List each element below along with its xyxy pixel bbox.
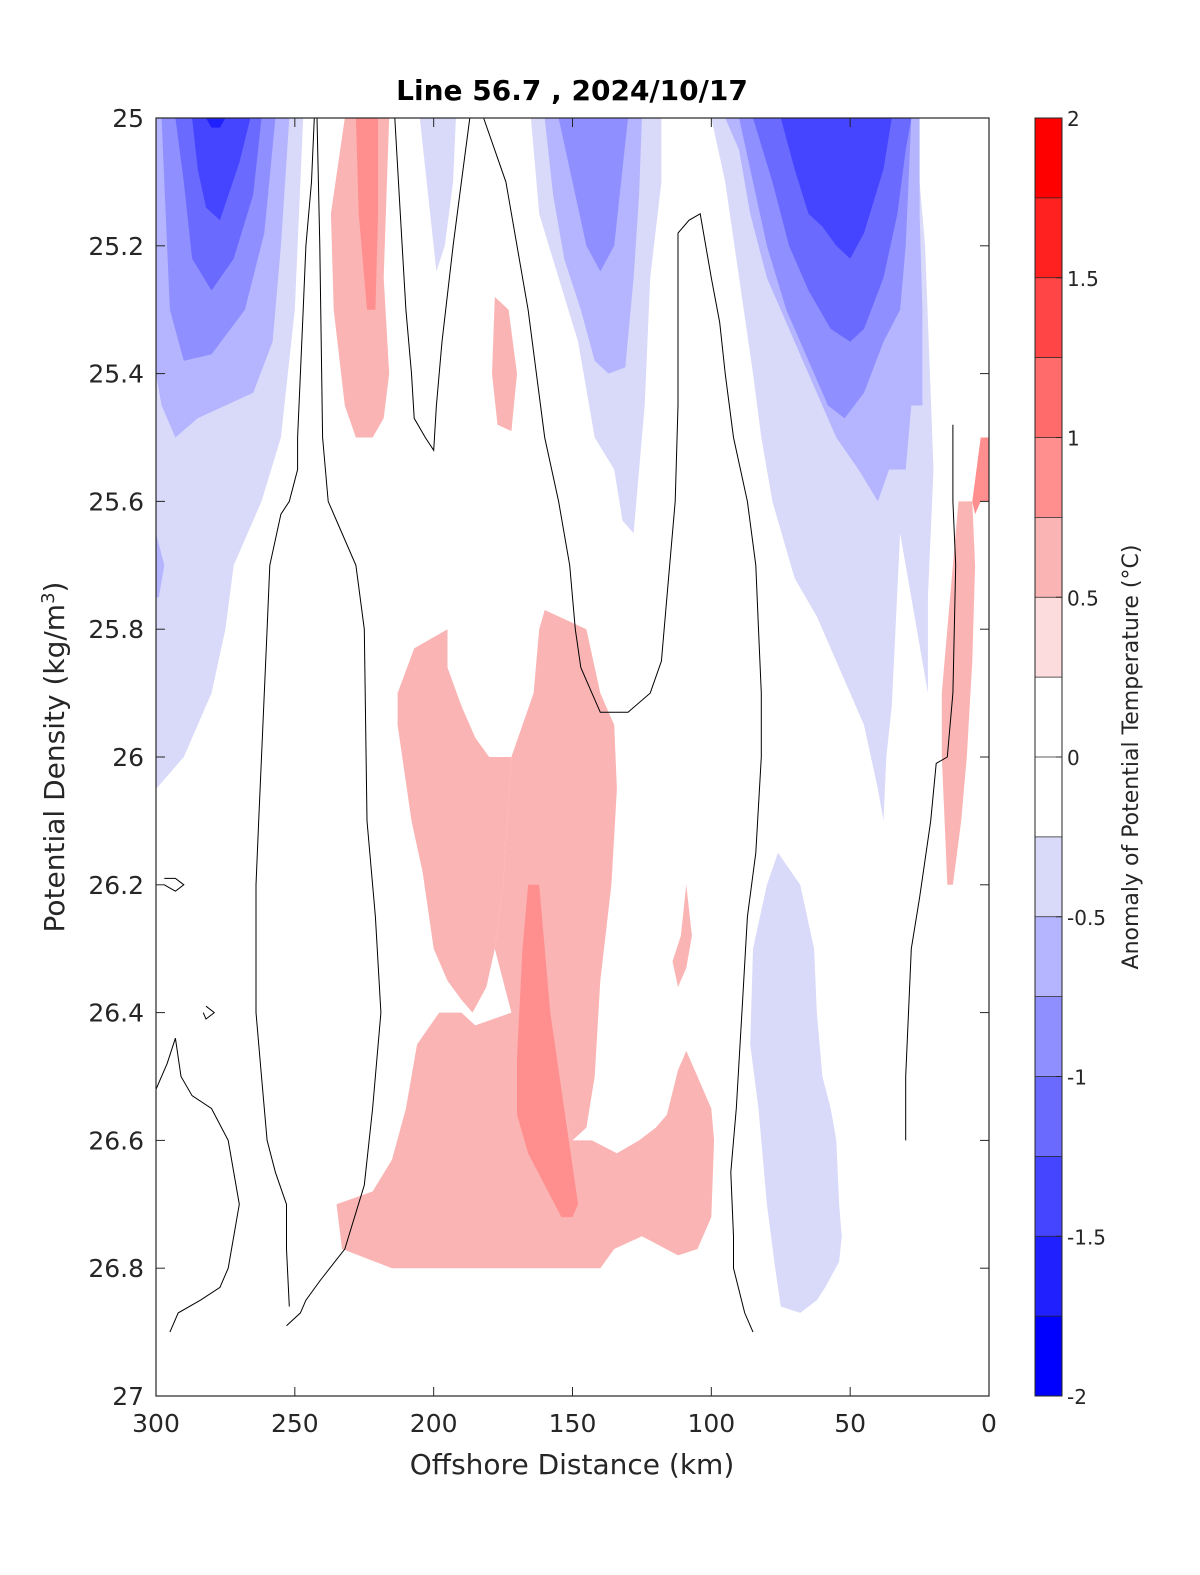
anomaly-region-h1 xyxy=(397,629,512,1013)
x-axis-label: Offshore Distance (km) xyxy=(410,1448,735,1481)
colorbar-tick-label: 0 xyxy=(1067,746,1080,770)
zero-contour-line-6 xyxy=(202,1005,216,1020)
colorbar-segment xyxy=(1035,1316,1062,1396)
anomaly-region-h4 xyxy=(517,884,579,1218)
x-tick-label: 0 xyxy=(981,1409,997,1438)
zero-contour-line-5 xyxy=(164,877,185,892)
x-tick-label: 100 xyxy=(687,1409,735,1438)
anomaly-region-j1 xyxy=(750,852,842,1313)
colorbar-tick-label: -2 xyxy=(1067,1385,1087,1409)
x-tick-label: 250 xyxy=(271,1409,319,1438)
colorbar-segment xyxy=(1035,1156,1062,1237)
anomaly-region-e3 xyxy=(558,118,628,272)
y-axis-label-suffix: ) xyxy=(38,582,71,593)
anomaly-region-a7 xyxy=(156,533,165,598)
colorbar-segment xyxy=(1035,277,1062,358)
anomaly-region-d1 xyxy=(492,296,517,432)
y-tick-label: 26.4 xyxy=(88,999,144,1028)
colorbar-segment xyxy=(1035,836,1062,917)
y-axis-label: Potential Density (kg/m3) xyxy=(38,582,72,933)
anomaly-region-a5 xyxy=(192,118,251,221)
colorbar-segment xyxy=(1035,1236,1062,1317)
anomaly-region-i1 xyxy=(672,884,692,987)
colorbar-segment xyxy=(1035,677,1062,757)
y-tick-label: 26.8 xyxy=(88,1254,144,1283)
anomaly-region-a6 xyxy=(206,118,226,128)
colorbar-segment xyxy=(1035,597,1062,678)
colorbar-tick-label: 1 xyxy=(1067,427,1080,451)
y-tick-label: 25.2 xyxy=(88,232,144,261)
zero-contour-line-8 xyxy=(905,424,957,1141)
colorbar-segment xyxy=(1035,1076,1062,1157)
y-tick-label: 26 xyxy=(112,743,144,772)
zero-contour-line-3 xyxy=(394,118,471,452)
x-tick-label: 150 xyxy=(549,1409,597,1438)
colorbar-tick-label: 2 xyxy=(1067,107,1080,131)
colorbar-segment xyxy=(1035,517,1062,598)
y-axis-label-sup: 3 xyxy=(38,592,59,603)
colorbar-tick-label: -1.5 xyxy=(1067,1225,1106,1249)
anomaly-region-c1 xyxy=(419,118,456,272)
y-tick-label: 25.4 xyxy=(88,360,144,389)
y-tick-label: 26.6 xyxy=(88,1126,144,1155)
colorbar-label: Anomaly of Potential Temperature (°C) xyxy=(1119,545,1144,970)
anomaly-region-g1 xyxy=(941,501,976,885)
anomaly-fill-layer xyxy=(156,118,989,1313)
colorbar-segment xyxy=(1035,916,1062,997)
colorbar-segment xyxy=(1035,996,1062,1077)
y-tick-label: 27 xyxy=(112,1382,144,1411)
y-tick-label: 25 xyxy=(112,104,144,133)
y-axis: 25 25.2 25.4 25.6 25.8 26 26.2 26.4 26.6 26.8 27 xyxy=(88,104,989,1411)
colorbar-tick-label: 0.5 xyxy=(1067,586,1099,610)
colorbar-segment xyxy=(1035,197,1062,278)
colorbar-tick-label: -1 xyxy=(1067,1066,1087,1090)
y-tick-label: 26.2 xyxy=(88,871,144,900)
colorbar-segment xyxy=(1035,757,1062,837)
anomaly-region-f5 xyxy=(780,118,892,259)
zero-contour-line-2 xyxy=(255,118,315,1307)
contour-lines-layer xyxy=(156,118,957,1333)
y-axis-label-prefix: Potential Density (kg/m xyxy=(38,604,71,933)
colorbar-tick-label: 1.5 xyxy=(1067,267,1099,291)
chart-title: Line 56.7 , 2024/10/17 xyxy=(396,74,748,107)
zero-contour-line-7 xyxy=(156,1038,240,1333)
x-tick-label: 200 xyxy=(410,1409,458,1438)
anomaly-region-b2 xyxy=(355,118,379,310)
colorbar-tick-label: -0.5 xyxy=(1067,906,1106,930)
zero-contour-line-4 xyxy=(483,118,762,1333)
colorbar: -2 -1.5 -1 -0.5 0 0.5 1 1.5 2 xyxy=(1034,107,1106,1409)
colorbar-segment xyxy=(1035,118,1062,198)
colorbar-segment xyxy=(1035,357,1062,438)
y-tick-label: 25.8 xyxy=(88,615,144,644)
x-axis: 300 250 200 150 100 50 0 xyxy=(132,118,997,1438)
x-tick-label: 50 xyxy=(834,1409,866,1438)
zero-contour-line-1 xyxy=(286,118,382,1327)
y-tick-label: 25.6 xyxy=(88,487,144,516)
anomaly-region-g2 xyxy=(972,437,989,515)
x-tick-label: 300 xyxy=(132,1409,180,1438)
colorbar-segment xyxy=(1035,437,1062,518)
